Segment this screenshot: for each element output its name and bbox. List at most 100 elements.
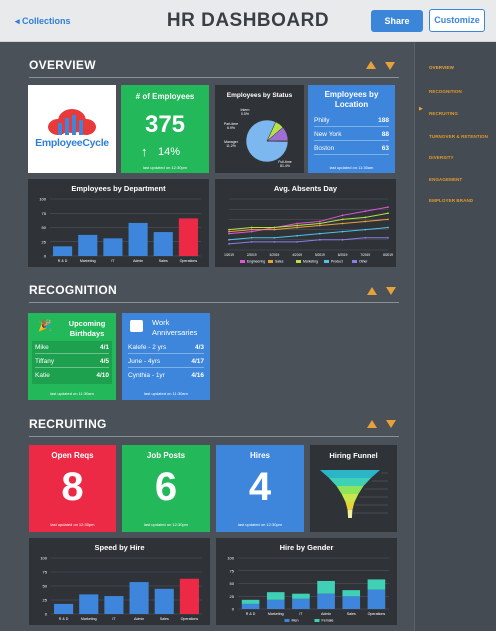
card-title: Hires [249,451,270,460]
collections-back-link[interactable]: ◂ Collections [15,16,71,26]
data-point [250,226,253,229]
employees-by-department-card[interactable]: Employees by Department 0 25 50 75 100 R & D M… [28,179,209,267]
bar [317,580,335,594]
recognition-title: RECOGNITION [29,283,117,297]
data-point [387,206,389,209]
x-tick-label: Operations [181,617,199,621]
card-title: Open Reqs [51,451,94,460]
bar [153,232,173,256]
list-item: Mike 4/1 [35,341,109,354]
series-line [228,212,389,231]
anniversaries-card[interactable]: Work Anniversaries Kalefe - 2 yrs 4/3 Jun… [122,313,210,400]
move-down-icon[interactable] [386,420,396,428]
calendar-icon [130,320,143,332]
pie-label: Intern [241,108,250,112]
x-tick-label: Sales [347,612,356,616]
pie-label: Full-time [278,160,291,164]
department-bar-chart: 0 25 50 75 100 R & D Marketing IT Admin Sales Oper… [39,197,201,263]
series-line [228,227,389,241]
overview-title: OVERVIEW [29,58,96,72]
employees-by-location-card[interactable]: Employees by Location Philly 188 New Yor… [308,85,395,173]
y-tick-label: 50 [230,581,235,586]
nav-item-turnover[interactable]: TURNOVER & RETENTION [429,134,489,139]
data-point [318,224,321,227]
data-point [228,228,230,231]
last-updated: last updated on 12:30pm [143,522,189,527]
legend-label: Other [359,260,368,264]
move-up-icon[interactable] [366,61,376,69]
card-title: Employees by Status [226,92,293,99]
x-tick-label: 3/2019 [270,253,280,257]
funnel-segment [320,470,380,478]
employees-count-card[interactable]: # of Employees 375 ↑ 14% last updated on… [121,85,209,173]
hires-card[interactable]: Hires 4 last updated on 12:30pm [216,445,304,532]
bar [54,603,74,614]
nav-item-recruiting[interactable]: RECRUITING [429,111,458,116]
x-tick-label: Operations [368,612,386,616]
move-down-icon[interactable] [386,287,396,295]
bar [342,596,361,609]
bar [241,599,260,604]
bar [103,238,123,256]
move-up-icon[interactable] [367,420,377,428]
nav-item-recognition[interactable]: RECOGNITION [429,89,462,94]
x-tick-label: 6/2019 [338,253,348,257]
last-updated: last updated on 11:30am [329,165,374,170]
last-updated: last updated on 12:30pm [142,165,188,170]
customize-button[interactable]: Customize [429,9,485,32]
move-up-icon[interactable] [367,287,377,295]
y-tick-label: 50 [43,584,48,589]
nav-item-overview[interactable]: OVERVIEW [429,65,454,70]
last-updated: last updated on 11:30am [144,391,188,396]
section-nav: ▶ OVERVIEW RECOGNITION RECRUITING TURNOV… [414,42,496,631]
speed-by-hire-card[interactable]: Speed by Hire 0 25 50 75 100 R & D Marketing IT… [29,538,210,625]
birthdays-card[interactable]: 🎉 Upcoming Birthdays Mike 4/1 Tiffany 4/5 … [28,313,116,400]
data-point [387,218,389,221]
legend-swatch [296,260,301,263]
location-row: Boston 63 [314,142,389,155]
bar [292,598,310,609]
nav-item-diversity[interactable]: DIVERSITY [429,155,454,160]
y-tick-label: 100 [40,556,47,561]
x-tick-label: Admin [321,612,331,616]
card-title: Employees by Department [71,184,166,193]
pie-slice [266,140,289,142]
legend-swatch [268,260,273,263]
location-city: Boston [314,145,335,152]
bar [53,246,73,256]
nav-item-engagement[interactable]: ENGAGEMENT [429,177,463,182]
series-line [228,218,389,233]
legend-label: Engineering [247,260,265,264]
company-logo-icon [48,109,96,135]
x-tick-label: Sales [159,259,168,263]
location-count: 63 [381,145,389,152]
share-button[interactable]: Share [371,10,423,32]
location-count: 88 [381,131,389,138]
hire-by-gender-card[interactable]: Hire by Gender 0 25 50 75 100 R & D Marketing I… [216,538,397,625]
legend-label: Marketing [303,260,318,264]
funnel-segment [336,486,364,494]
open-reqs-value: 8 [61,465,84,509]
employees-by-status-card[interactable]: Employees by Status Full-time 81.4% Part-t… [215,85,304,173]
nav-item-employer-brand[interactable]: EMPLOYER BRAND [429,198,474,203]
funnel-segment [329,478,371,486]
data-point [250,230,253,233]
legend-swatch [284,619,290,622]
open-reqs-card[interactable]: Open Reqs 8 last updated on 12:30pm [29,445,116,532]
data-point [250,240,253,243]
pie-value: 81.4% [280,164,290,168]
y-tick-label: 75 [230,568,235,573]
x-tick-label: 1/2019 [224,253,234,257]
divider [29,77,399,78]
hiring-funnel-card[interactable]: Hiring Funnel [310,445,397,532]
series-line [228,237,388,245]
series-line [228,206,389,235]
event-date: 4/1 [99,344,109,351]
avg-absents-card[interactable]: Avg. Absents Day 1/2019 2/2019 3/2019 4/201… [215,179,396,267]
move-down-icon[interactable] [385,62,395,70]
legend-swatch [314,619,320,622]
data-point [228,232,230,235]
job-posts-card[interactable]: Job Posts 6 last updated on 12:30pm [122,445,210,532]
data-point [364,210,367,213]
list-item: Cynthia - 1yr 4/16 [128,369,204,382]
